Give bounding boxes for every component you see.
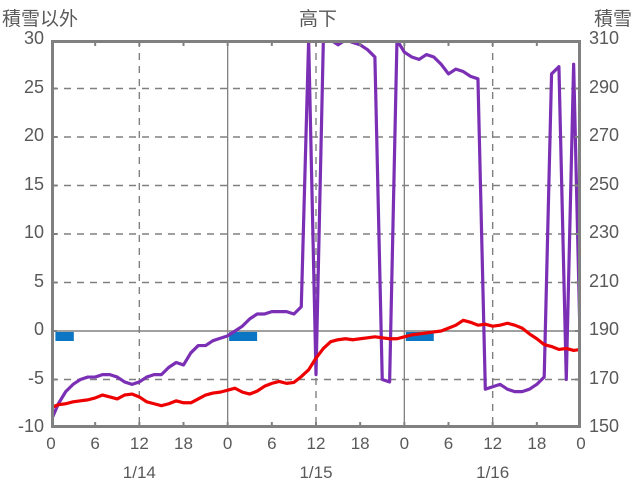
blue-bar-2	[229, 332, 258, 341]
red-series-line	[51, 318, 581, 410]
x-axis-day-label-1/14: 1/14	[122, 463, 156, 482]
x-axis-day-label-1/16: 1/16	[476, 463, 510, 482]
right-axis-tick-310: 310	[589, 28, 620, 48]
x-axis-day-label-1/15: 1/15	[299, 463, 333, 482]
x-axis-tick-8: 0	[399, 434, 410, 453]
left-axis-tick-20: 20	[23, 125, 44, 145]
right-axis-tick-230: 230	[589, 222, 620, 242]
gridlines	[51, 40, 581, 428]
x-axis-tick-2: 12	[129, 434, 149, 453]
left-axis-tick--10: -10	[17, 416, 44, 436]
left-axis-tick-25: 25	[23, 76, 44, 97]
x-axis-tick-7: 18	[350, 434, 370, 453]
chart-svg	[51, 40, 581, 428]
right-axis-tick-150: 150	[589, 416, 620, 436]
x-axis-tick-5: 6	[267, 434, 277, 453]
left-axis-tick--5: -5	[27, 367, 44, 388]
x-axis-tick-11: 18	[527, 434, 547, 453]
x-axis-tick-6: 12	[306, 434, 326, 453]
blue-bars	[55, 332, 434, 341]
x-axis-tick-9: 6	[443, 434, 454, 453]
blue-bar-1	[55, 332, 74, 341]
right-axis-tick-170: 170	[589, 367, 620, 388]
chart-title: 高下	[298, 9, 337, 30]
right-axis-tick-290: 290	[589, 76, 620, 97]
left-axis-tick-0: 0	[33, 319, 44, 339]
left-axis-tick-15: 15	[23, 173, 44, 194]
blue-bar-3	[405, 332, 434, 341]
right-axis-unit-label: 積雪	[593, 9, 632, 30]
x-axis-tick-3: 18	[174, 434, 193, 453]
right-axis-tick-190: 190	[589, 319, 620, 339]
right-axis-tick-270: 270	[589, 125, 620, 145]
x-axis-tick-10: 12	[483, 434, 503, 453]
x-axis-tick-12: 0	[576, 434, 586, 453]
purple-series	[51, 40, 581, 423]
x-axis-tick-1: 6	[90, 434, 100, 453]
axis-tick-marks	[51, 40, 581, 428]
left-axis-tick-10: 10	[23, 222, 44, 242]
red-series	[51, 318, 581, 410]
right-axis-tick-210: 210	[589, 270, 620, 291]
purple-series-line	[51, 40, 581, 423]
right-axis-tick-250: 250	[589, 173, 620, 194]
x-axis-tick-0: 0	[46, 434, 56, 453]
x-axis-tick-4: 0	[222, 434, 233, 453]
plot-area	[51, 40, 581, 428]
left-axis-tick-5: 5	[33, 270, 44, 291]
left-axis-unit-label: 積雪以外	[2, 9, 79, 30]
left-axis-tick-30: 30	[23, 28, 44, 48]
